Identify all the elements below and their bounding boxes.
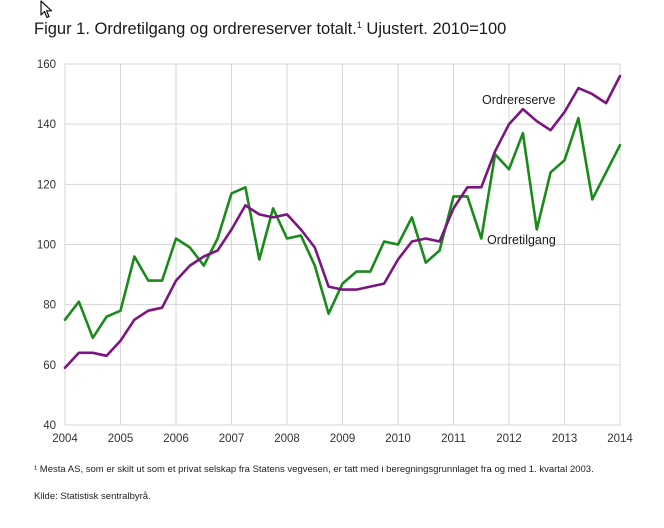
x-tick-label: 2007: [219, 433, 245, 445]
x-tick-label: 2012: [496, 433, 522, 445]
x-tick-label: 2009: [330, 433, 356, 445]
x-tick-label: 2004: [52, 433, 78, 445]
x-tick-label: 2011: [441, 433, 466, 445]
series-lines: [63, 74, 622, 370]
series-label-ordrereserve: Ordrereserve: [482, 93, 556, 107]
y-tick-label: 60: [43, 360, 56, 372]
grid-lines: [64, 63, 621, 426]
chart-title-main: Figur 1. Ordretilgang og ordrereserver t…: [34, 20, 357, 38]
x-axis-tick-labels: 2004 2005 2006 2007 2008 2009 2010 2011 2012 2013…: [52, 433, 633, 445]
x-tick-label: 2013: [552, 433, 578, 445]
series-line-ordrereserve: [63, 74, 622, 370]
x-tick-label: 2014: [607, 433, 633, 445]
y-tick-label: 140: [37, 119, 56, 131]
x-tick-label: 2005: [108, 433, 134, 445]
y-tick-label: 40: [43, 420, 56, 432]
y-tick-label: 100: [37, 240, 56, 252]
y-tick-label: 80: [43, 300, 56, 312]
y-axis-tick-labels: 40 60 80 100 120 140 160: [37, 59, 56, 432]
source-note: Kilde: Statistisk sentralbyrå.: [34, 491, 151, 502]
mouse-cursor-icon: [40, 0, 53, 19]
footnote: ¹ Mesta AS, som er skilt ut som et priva…: [34, 464, 594, 475]
y-tick-label: 120: [37, 179, 56, 191]
chart-title-rest: Ujustert. 2010=100: [361, 20, 507, 38]
series-line-ordretilgang: [63, 116, 622, 340]
chart-title-footnote-marker: 1: [356, 20, 362, 30]
x-tick-label: 2006: [163, 433, 189, 445]
chart-title: Figur 1. Ordretilgang og ordrereserver t…: [34, 20, 654, 39]
x-tick-label: 2008: [274, 433, 300, 445]
y-tick-label: 160: [37, 59, 56, 71]
x-tick-label: 2010: [385, 433, 411, 445]
series-label-ordretilgang: Ordretilgang: [487, 233, 556, 247]
